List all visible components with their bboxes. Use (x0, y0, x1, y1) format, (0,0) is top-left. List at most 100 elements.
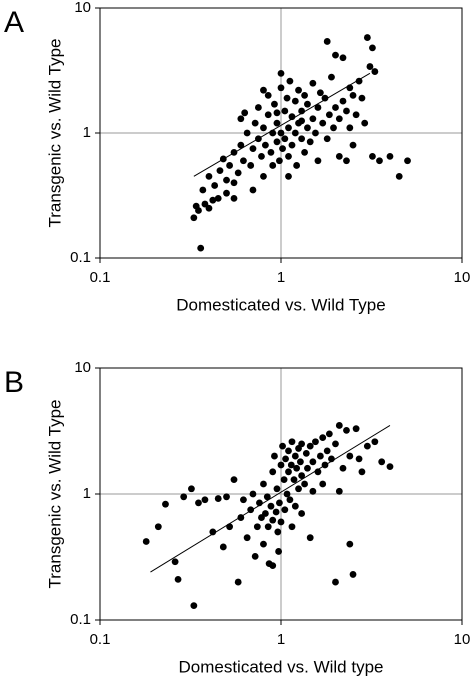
panel: 0.1 1 10 0.1 1 10 Domesticated vs. Wild Type Tr… (4, 0, 470, 314)
point (288, 141, 296, 149)
point (267, 148, 275, 156)
point (226, 162, 233, 169)
point (271, 100, 278, 108)
point (332, 51, 339, 59)
point (346, 540, 354, 548)
point (328, 73, 335, 81)
panel: 0.1 1 10 0.1 1 10 Domesticated vs. Wild type Tr… (4, 359, 470, 677)
point (386, 152, 394, 160)
point (277, 518, 285, 526)
point (346, 452, 354, 460)
point (339, 464, 347, 472)
point (301, 480, 308, 488)
point (240, 157, 247, 165)
point (358, 468, 366, 476)
point (237, 141, 245, 149)
point (251, 552, 259, 560)
point (306, 442, 314, 450)
point (301, 91, 308, 99)
point (260, 480, 267, 488)
point (234, 169, 242, 177)
point (285, 172, 292, 180)
point (288, 523, 296, 531)
point (209, 196, 217, 204)
point (262, 141, 269, 149)
point (281, 506, 289, 514)
point (291, 97, 299, 105)
point (325, 430, 333, 438)
point (277, 84, 285, 92)
point (269, 468, 277, 476)
point (352, 111, 360, 119)
point (260, 540, 267, 548)
point (404, 157, 411, 165)
point (286, 77, 294, 85)
point (211, 182, 219, 189)
x-axis-title: Domesticated vs. Wild type (178, 657, 383, 676)
point (258, 152, 265, 160)
point (249, 490, 257, 498)
point (288, 438, 296, 446)
point (190, 214, 198, 222)
point (323, 447, 331, 455)
point (230, 179, 238, 187)
point (283, 94, 291, 102)
point (275, 548, 283, 555)
point (314, 157, 322, 165)
point (285, 468, 292, 476)
point (349, 141, 357, 149)
point (219, 543, 227, 551)
point (304, 464, 311, 472)
point (293, 162, 301, 169)
x-axis-title: Domesticated vs. Wild Type (176, 295, 385, 314)
point (223, 493, 230, 501)
point (273, 485, 281, 493)
point (369, 44, 376, 52)
point (291, 129, 299, 137)
point (335, 152, 343, 160)
point (376, 157, 383, 165)
point (269, 516, 277, 524)
point (282, 455, 289, 463)
point (251, 119, 259, 127)
point (386, 463, 394, 470)
point (247, 162, 255, 169)
point (285, 152, 292, 160)
point (162, 500, 169, 508)
point (216, 167, 224, 175)
point (312, 438, 319, 446)
point (263, 493, 271, 501)
point (271, 452, 278, 460)
plot-frame (99, 7, 463, 259)
point (330, 124, 337, 132)
point (142, 538, 150, 545)
point (306, 138, 314, 146)
point (241, 109, 249, 117)
point (269, 562, 277, 570)
point (363, 34, 371, 41)
point (264, 91, 272, 99)
point (264, 523, 272, 531)
point (293, 464, 301, 472)
point (349, 91, 357, 99)
y-tick-label: 10 (74, 359, 91, 376)
point (298, 135, 306, 143)
x-tick-label: 1 (277, 269, 285, 286)
point (205, 172, 213, 180)
x-tick-label: 10 (454, 269, 471, 286)
point (249, 145, 257, 153)
point (201, 200, 209, 208)
x-tick-label: 10 (454, 631, 471, 648)
point (273, 109, 281, 117)
point (302, 450, 310, 457)
point (304, 100, 311, 108)
point (283, 490, 291, 498)
point (332, 578, 339, 586)
point (209, 528, 217, 536)
point (309, 487, 317, 495)
point (363, 442, 371, 450)
point (314, 104, 322, 111)
point (312, 129, 319, 137)
point (243, 129, 251, 137)
